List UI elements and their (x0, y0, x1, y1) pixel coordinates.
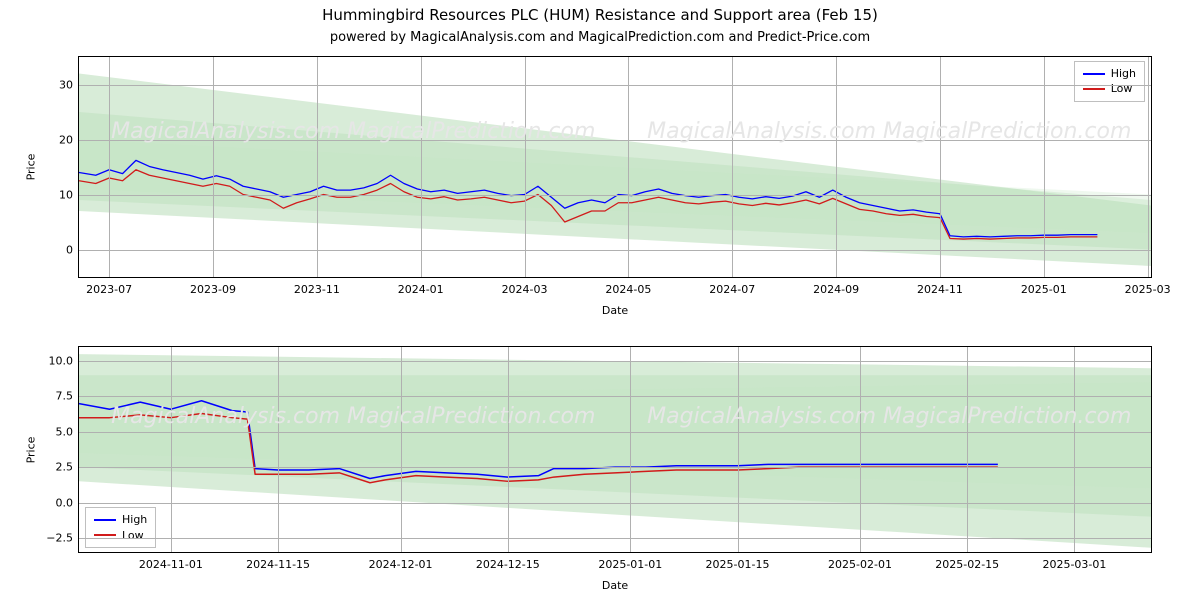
x-tick-label: 2025-02-15 (935, 552, 999, 571)
x-gridline (738, 347, 739, 552)
y-gridline (79, 396, 1151, 397)
legend-swatch (1083, 88, 1105, 90)
x-tick-label: 2023-11 (294, 277, 340, 296)
bottom-chart-area: Price Date HighLow 2024-11-012024-11-152… (78, 346, 1152, 553)
bottom-y-axis-label: Price (25, 436, 38, 463)
x-tick-label: 2024-11 (917, 277, 963, 296)
x-gridline (628, 57, 629, 277)
x-gridline (421, 57, 422, 277)
x-gridline (1148, 57, 1149, 277)
x-gridline (630, 347, 631, 552)
x-tick-label: 2025-02-01 (828, 552, 892, 571)
x-tick-label: 2024-12-01 (369, 552, 433, 571)
x-gridline (967, 347, 968, 552)
y-tick-label: 5.0 (56, 425, 80, 438)
y-tick-label: 10 (59, 188, 79, 201)
x-gridline (836, 57, 837, 277)
bottom-chart-svg (79, 347, 1151, 552)
x-gridline (732, 57, 733, 277)
x-gridline (1044, 57, 1045, 277)
legend-label: High (122, 512, 147, 527)
x-gridline (525, 57, 526, 277)
y-gridline (79, 195, 1151, 196)
x-tick-label: 2025-03-01 (1042, 552, 1106, 571)
y-tick-label: 2.5 (56, 461, 80, 474)
x-gridline (940, 57, 941, 277)
legend-swatch (94, 534, 116, 536)
y-tick-label: 10.0 (49, 355, 80, 368)
y-tick-label: 20 (59, 133, 79, 146)
x-tick-label: 2024-05 (605, 277, 651, 296)
bottom-legend: HighLow (85, 507, 156, 548)
top-x-axis-label: Date (602, 304, 628, 317)
y-gridline (79, 140, 1151, 141)
x-tick-label: 2024-01 (398, 277, 444, 296)
x-gridline (401, 347, 402, 552)
x-tick-label: 2025-01-01 (598, 552, 662, 571)
top-chart-svg (79, 57, 1151, 277)
x-tick-label: 2025-03 (1125, 277, 1171, 296)
chart-title: Hummingbird Resources PLC (HUM) Resistan… (0, 6, 1200, 24)
y-tick-label: −2.5 (46, 531, 79, 544)
x-gridline (278, 347, 279, 552)
top-legend: HighLow (1074, 61, 1145, 102)
x-gridline (171, 347, 172, 552)
x-tick-label: 2024-07 (709, 277, 755, 296)
x-gridline (860, 347, 861, 552)
x-tick-label: 2023-07 (86, 277, 132, 296)
x-tick-label: 2024-11-15 (246, 552, 310, 571)
x-tick-label: 2024-03 (502, 277, 548, 296)
bottom-x-axis-label: Date (602, 579, 628, 592)
legend-item: High (1083, 66, 1136, 81)
y-gridline (79, 432, 1151, 433)
y-gridline (79, 361, 1151, 362)
chart-subtitle: powered by MagicalAnalysis.com and Magic… (0, 30, 1200, 45)
y-gridline (79, 250, 1151, 251)
x-gridline (1074, 347, 1075, 552)
y-tick-label: 0.0 (56, 496, 80, 509)
x-tick-label: 2024-12-15 (476, 552, 540, 571)
x-gridline (109, 57, 110, 277)
y-gridline (79, 467, 1151, 468)
legend-item: Low (94, 528, 147, 543)
x-tick-label: 2024-11-01 (139, 552, 203, 571)
x-gridline (317, 57, 318, 277)
legend-item: High (94, 512, 147, 527)
y-tick-label: 30 (59, 78, 79, 91)
legend-label: High (1111, 66, 1136, 81)
y-gridline (79, 538, 1151, 539)
x-tick-label: 2025-01 (1021, 277, 1067, 296)
legend-swatch (94, 519, 116, 521)
legend-swatch (1083, 73, 1105, 75)
x-tick-label: 2024-09 (813, 277, 859, 296)
top-chart-area: Price Date HighLow 2023-072023-092023-11… (78, 56, 1152, 278)
x-gridline (508, 347, 509, 552)
x-tick-label: 2025-01-15 (706, 552, 770, 571)
top-y-axis-label: Price (25, 154, 38, 181)
y-gridline (79, 503, 1151, 504)
y-tick-label: 7.5 (56, 390, 80, 403)
x-gridline (213, 57, 214, 277)
x-tick-label: 2023-09 (190, 277, 236, 296)
y-tick-label: 0 (66, 243, 79, 256)
y-gridline (79, 85, 1151, 86)
legend-label: Low (122, 528, 144, 543)
